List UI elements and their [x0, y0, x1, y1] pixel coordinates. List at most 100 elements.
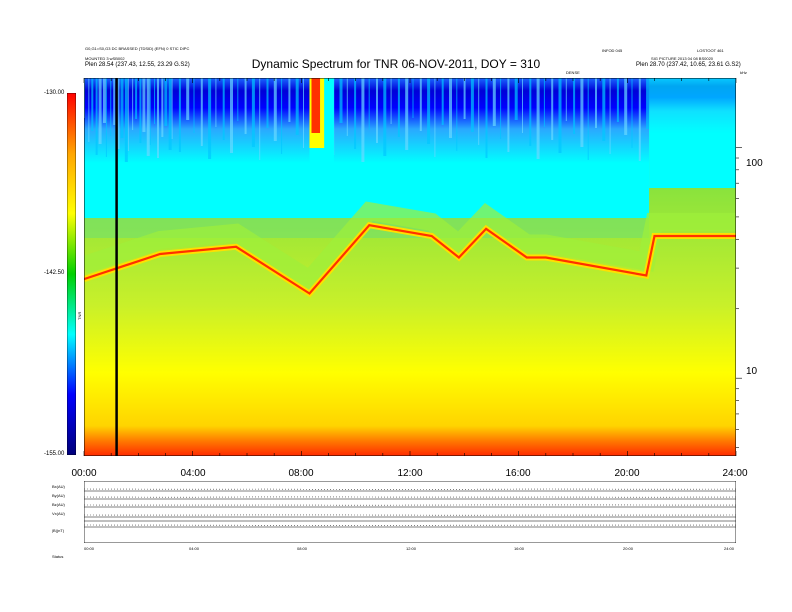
chart-title: Dynamic Spectrum for TNR 06-NOV-2011, DO…: [251, 57, 541, 71]
panel-x-tick-6: 24:00: [724, 546, 735, 551]
panel-labels: Bx(AU) By(AU) Bz(AU) Vx(AU) |B|(nT): [52, 482, 65, 535]
panel-x-tick-4: 16:00: [514, 546, 525, 551]
blue-streak: [124, 78, 128, 162]
blue-streak: [646, 78, 650, 129]
blue-streak: [266, 78, 269, 128]
blue-streak: [376, 78, 378, 143]
burst-core: [311, 78, 321, 133]
panel-label-bz: Bz(AU): [52, 502, 65, 507]
dynamic-spectrum-plot: [84, 78, 736, 456]
panel-label-by: By(AU): [52, 493, 65, 498]
header-right-line4: Plen 28.70 (237.42, 10.65, 23.61 G.S2): [636, 62, 741, 68]
blue-streak: [120, 78, 124, 138]
blue-streak: [230, 78, 233, 153]
blue-streak: [478, 78, 480, 145]
blue-streak: [449, 78, 452, 138]
blue-streak: [117, 78, 120, 149]
y-tick-100: 100: [746, 158, 763, 169]
panel-label-vx: Vx(AU): [52, 511, 65, 516]
blue-streak: [237, 78, 239, 121]
panel-series-trace: [84, 524, 736, 526]
blue-streak: [456, 78, 458, 151]
blue-streak: [427, 78, 431, 144]
blue-streak: [638, 78, 641, 161]
panel-label-b: |B|(nT): [52, 528, 65, 533]
header-left-line1: G0,G1=S0,G3 DC BRASSED (TDSID) (EFN) 0 S…: [85, 46, 190, 51]
blue-streak: [142, 78, 146, 132]
x-tick-4: 16:00: [505, 468, 531, 479]
blue-streak: [127, 78, 129, 151]
blue-streak: [551, 78, 554, 140]
blue-streak: [222, 78, 225, 140]
blue-streak: [288, 78, 291, 122]
header-right-line1: INFOD 045: [602, 48, 623, 53]
blue-streak: [463, 78, 466, 119]
x-tick-6: 24:00: [722, 468, 748, 479]
blue-streak: [244, 78, 247, 134]
colorbar-title: TNR: [77, 311, 82, 320]
blue-streak: [154, 78, 156, 124]
blue-streak: [161, 78, 164, 137]
blue-streak: [251, 78, 255, 147]
blue-band: [84, 78, 650, 163]
blue-streak: [514, 78, 518, 120]
blue-streak: [631, 78, 633, 148]
x-tick-2: 08:00: [288, 468, 314, 479]
blue-streak: [273, 78, 277, 141]
blue-streak: [346, 78, 348, 136]
blue-streak: [354, 78, 357, 149]
colorbar-tick-bottom: -155.00: [44, 451, 65, 457]
blue-streak: [397, 78, 400, 137]
header-left-line2: MOUNTED 3 wSB002: [85, 56, 125, 61]
panel-x-tick-5: 20:00: [623, 546, 634, 551]
panel-x-tick-1: 04:00: [189, 546, 200, 551]
blue-streak: [146, 78, 150, 156]
blue-streak: [405, 78, 409, 150]
header-right-line3: SIG PICTURE 2013 04 08 BS0020: [651, 56, 714, 61]
blue-streak: [98, 78, 102, 144]
blue-streak: [602, 78, 606, 141]
colorbar-tick-top: -130.00: [44, 90, 65, 96]
blue-streak: [208, 78, 212, 159]
blue-streak: [102, 78, 106, 123]
colorbar: [67, 93, 76, 455]
blue-streak: [485, 78, 488, 158]
blue-streak: [558, 78, 562, 153]
blue-streak: [565, 78, 567, 121]
blue-streak: [259, 78, 261, 160]
blue-streak: [110, 78, 112, 136]
blue-streak: [441, 78, 444, 125]
panel-x-tick-2: 08:00: [297, 546, 308, 551]
blue-streak: [390, 78, 392, 124]
blue-streak: [215, 78, 217, 127]
blue-streak: [543, 78, 545, 127]
blue-band-after-gap: [649, 78, 736, 133]
header-left-line3: Plen 28.54 (237.43, 12.55, 23.29 G.S2): [85, 62, 190, 68]
blue-streak: [383, 78, 387, 156]
blue-streak: [434, 78, 436, 157]
y-tick-10: 10: [746, 366, 758, 377]
blue-streak: [595, 78, 597, 128]
blue-streak: [500, 78, 502, 139]
panel-x-tick-3: 12:00: [406, 546, 417, 551]
blue-streak: [507, 78, 510, 152]
blue-streak: [95, 78, 98, 155]
blue-streak: [200, 78, 203, 146]
blue-streak: [135, 78, 138, 119]
blue-streak: [522, 78, 523, 133]
blue-streak: [171, 78, 173, 139]
blue-streak: [573, 78, 576, 134]
blue-streak: [536, 78, 540, 159]
blue-streak: [339, 78, 343, 123]
header-center-small: DENSE: [566, 70, 580, 75]
panel-x-tick-0: 00:00: [84, 546, 95, 551]
blue-streak: [470, 78, 474, 132]
x-tick-3: 12:00: [397, 468, 423, 479]
blue-streak: [295, 78, 299, 135]
blue-streak: [157, 78, 159, 158]
blue-streak: [149, 78, 151, 145]
panel-footer-label: Status: [52, 554, 64, 559]
x-tick-1: 04:00: [180, 468, 206, 479]
blue-streak: [580, 78, 584, 147]
blue-streak: [91, 78, 94, 131]
